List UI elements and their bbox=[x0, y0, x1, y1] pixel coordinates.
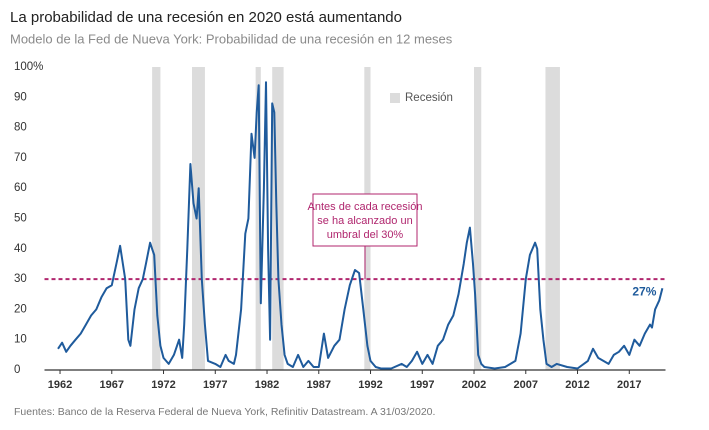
y-tick-label: 70 bbox=[14, 152, 27, 164]
y-tick-label: 90 bbox=[14, 91, 27, 103]
x-tick-label: 2017 bbox=[617, 379, 641, 391]
y-tick-label: 50 bbox=[14, 213, 27, 225]
chart-title: La probabilidad de una recesión en 2020 … bbox=[10, 9, 402, 26]
x-tick-label: 1962 bbox=[48, 379, 72, 391]
y-tick-label: 10 bbox=[14, 334, 27, 346]
x-tick-label: 1992 bbox=[358, 379, 382, 391]
x-tick-label: 1972 bbox=[151, 379, 175, 391]
legend-swatch bbox=[390, 93, 400, 103]
x-tick-label: 2007 bbox=[514, 379, 538, 391]
x-tick-label: 1977 bbox=[203, 379, 227, 391]
y-tick-label: 80 bbox=[14, 122, 27, 134]
annotation-text: Antes de cada recesión bbox=[308, 201, 423, 213]
x-tick-label: 1997 bbox=[410, 379, 434, 391]
end-label: 27% bbox=[632, 284, 656, 298]
annotation-text: se ha alcanzado un bbox=[317, 215, 412, 227]
y-tick-label: 60 bbox=[14, 182, 27, 194]
annotation-box bbox=[312, 193, 418, 247]
y-tick-label: 100% bbox=[14, 61, 43, 73]
chart-subtitle: Modelo de la Fed de Nueva York: Probabil… bbox=[10, 31, 453, 46]
x-tick-label: 1982 bbox=[255, 379, 279, 391]
x-tick-label: 1967 bbox=[100, 379, 124, 391]
recession-band bbox=[191, 67, 205, 370]
recession-band bbox=[474, 67, 482, 370]
y-tick-label: 0 bbox=[14, 364, 20, 376]
recession-band bbox=[545, 67, 560, 370]
legend-label: Recesión bbox=[405, 92, 453, 104]
recession-band bbox=[255, 67, 261, 370]
recession-band bbox=[272, 67, 284, 370]
x-tick-label: 1987 bbox=[307, 379, 331, 391]
series-line bbox=[57, 81, 664, 370]
annotation-text: umbral del 30% bbox=[327, 229, 404, 241]
y-tick-label: 40 bbox=[14, 243, 27, 255]
x-tick-label: 2012 bbox=[565, 379, 589, 391]
y-tick-label: 30 bbox=[14, 273, 27, 285]
x-tick-label: 2002 bbox=[462, 379, 486, 391]
source-note: Fuentes: Banco de la Reserva Federal de … bbox=[14, 406, 435, 418]
y-tick-label: 20 bbox=[14, 303, 27, 315]
recession-band bbox=[152, 67, 161, 370]
